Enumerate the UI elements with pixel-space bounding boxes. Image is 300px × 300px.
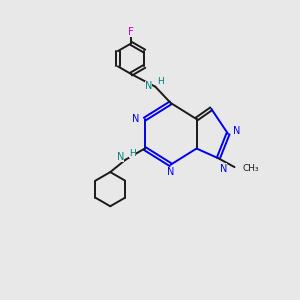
Text: N: N (233, 126, 241, 136)
Text: N: N (145, 81, 152, 91)
Text: N: N (117, 152, 124, 162)
Text: F: F (128, 27, 134, 37)
Text: N: N (132, 114, 140, 124)
Text: CH₃: CH₃ (243, 164, 260, 173)
Text: N: N (220, 164, 227, 173)
Text: H: H (157, 77, 164, 86)
Text: H: H (129, 149, 135, 158)
Text: N: N (167, 167, 174, 177)
